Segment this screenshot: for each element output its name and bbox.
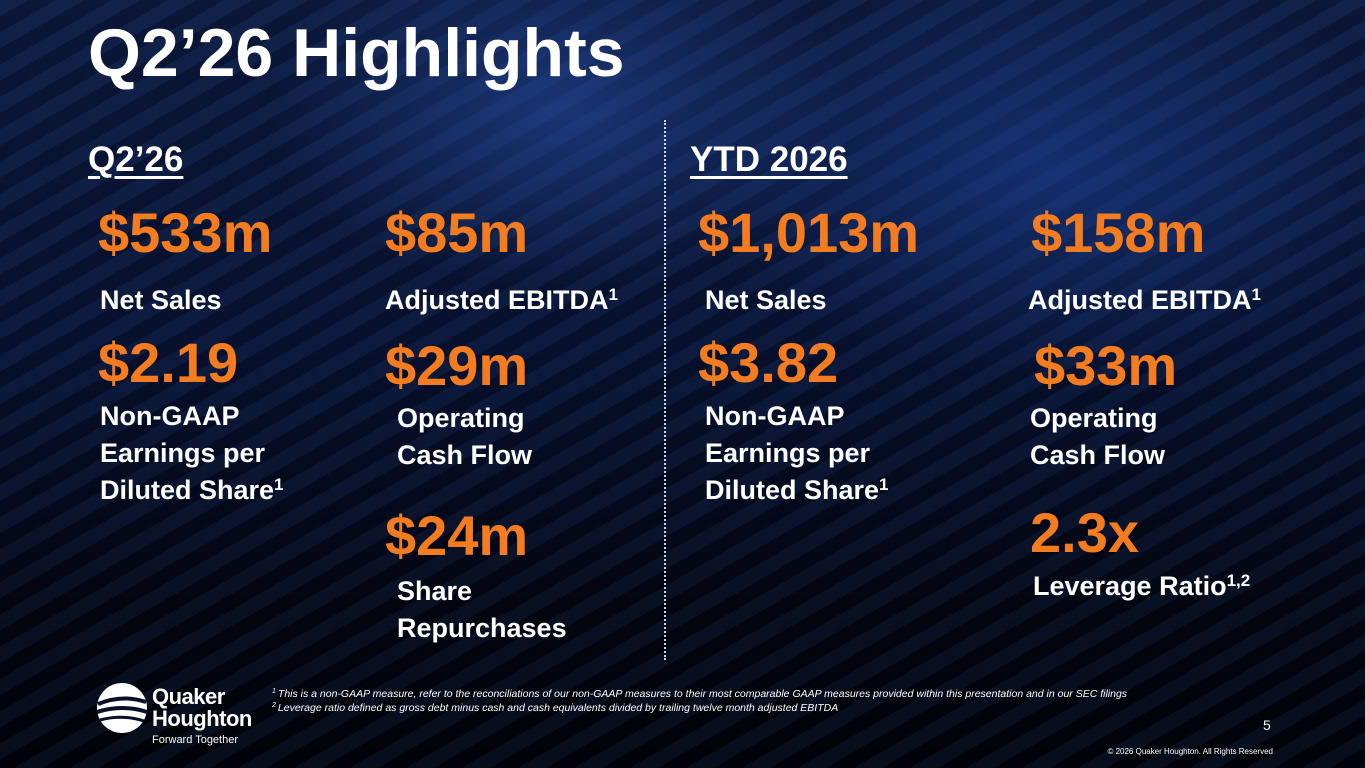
label-text: Earnings per: [100, 438, 266, 468]
footnote: 1 This is a non-GAAP measure, refer to th…: [272, 688, 1127, 700]
label-line: Repurchases: [397, 610, 567, 647]
section-heading: Q2’26: [88, 140, 184, 179]
label-text: Operating: [397, 403, 525, 433]
label-text: Earnings per: [705, 438, 871, 468]
label-line: Cash Flow: [397, 437, 532, 474]
metric-value: 2.3x: [1030, 501, 1139, 564]
label-text: Operating: [1030, 403, 1158, 433]
label-text: Leverage Ratio: [1033, 571, 1227, 601]
metric-label: Net Sales: [705, 282, 827, 319]
copyright: © 2026 Quaker Houghton. All Rights Reser…: [1107, 747, 1273, 756]
label-text: Diluted Share: [705, 475, 880, 505]
metric-label: Net Sales: [100, 282, 222, 319]
section-heading: YTD 2026: [690, 140, 848, 179]
label-line: Net Sales: [100, 282, 222, 319]
label-text: Share: [397, 576, 473, 606]
label-line: Earnings per: [705, 435, 889, 472]
metric-label: Adjusted EBITDA1: [1028, 282, 1261, 319]
metric-value: $533m: [98, 201, 273, 264]
metric-value: $33m: [1034, 334, 1178, 397]
metric-value: $29m: [385, 334, 529, 397]
label-line: Earnings per: [100, 435, 284, 472]
metric-label: Operating Cash Flow: [1030, 400, 1165, 474]
label-note: 1,2: [1226, 571, 1251, 590]
label-line: Adjusted EBITDA1: [385, 282, 618, 319]
label-line: Cash Flow: [1030, 437, 1165, 474]
label-text: Adjusted EBITDA: [385, 285, 609, 315]
metric-label: Non-GAAP Earnings per Diluted Share1: [100, 398, 284, 509]
label-line: Leverage Ratio1,2: [1033, 568, 1250, 605]
page-number: 5: [1263, 717, 1271, 733]
label-text: Diluted Share: [100, 475, 275, 505]
label-note: 1: [879, 475, 889, 494]
metric-value: $24m: [385, 504, 529, 567]
logo-mark: [96, 683, 148, 733]
label-note: 1: [274, 475, 284, 494]
logo-text: Quaker: [152, 684, 225, 709]
label-text: Net Sales: [705, 285, 827, 315]
label-line: Share: [397, 573, 567, 610]
metric-value: $158m: [1031, 201, 1206, 264]
metric-value: $1,013m: [698, 201, 920, 264]
metric-label: Non-GAAP Earnings per Diluted Share1: [705, 398, 889, 509]
label-text: Non-GAAP: [705, 401, 845, 431]
label-text: Net Sales: [100, 285, 222, 315]
metric-value: $2.19: [98, 331, 239, 394]
label-line: Operating: [1030, 400, 1165, 437]
metric-label: Leverage Ratio1,2: [1033, 568, 1250, 605]
label-line: Diluted Share1: [705, 472, 889, 509]
label-line: Operating: [397, 400, 532, 437]
footnote-text: Leverage ratio defined as gross debt min…: [277, 702, 839, 714]
label-text: Cash Flow: [397, 440, 533, 470]
footnote: 2 Leverage ratio defined as gross debt mi…: [272, 702, 838, 714]
logo-text: Houghton: [152, 706, 252, 731]
label-note: 1: [1251, 285, 1261, 304]
label-line: Non-GAAP: [100, 398, 284, 435]
label-text: Adjusted EBITDA: [1028, 285, 1252, 315]
footnote-mark: 1: [272, 688, 276, 695]
footnote-mark: 2: [272, 702, 276, 709]
metric-value: $3.82: [698, 331, 839, 394]
label-line: Adjusted EBITDA1: [1028, 282, 1261, 319]
label-text: Non-GAAP: [100, 401, 240, 431]
label-text: Cash Flow: [1030, 440, 1166, 470]
divider: [664, 120, 666, 660]
label-text: Repurchases: [397, 613, 567, 643]
logo-tagline: Forward Together: [152, 734, 239, 746]
label-note: 1: [608, 285, 618, 304]
footnote-text: This is a non-GAAP measure, refer to the…: [277, 688, 1128, 700]
metric-value: $85m: [385, 201, 529, 264]
label-line: Non-GAAP: [705, 398, 889, 435]
metric-label: Operating Cash Flow: [397, 400, 532, 474]
label-line: Diluted Share1: [100, 472, 284, 509]
metric-label: Adjusted EBITDA1: [385, 282, 618, 319]
metric-label: Share Repurchases: [397, 573, 567, 647]
label-line: Net Sales: [705, 282, 827, 319]
slide-title: Q2’26 Highlights: [88, 15, 625, 91]
